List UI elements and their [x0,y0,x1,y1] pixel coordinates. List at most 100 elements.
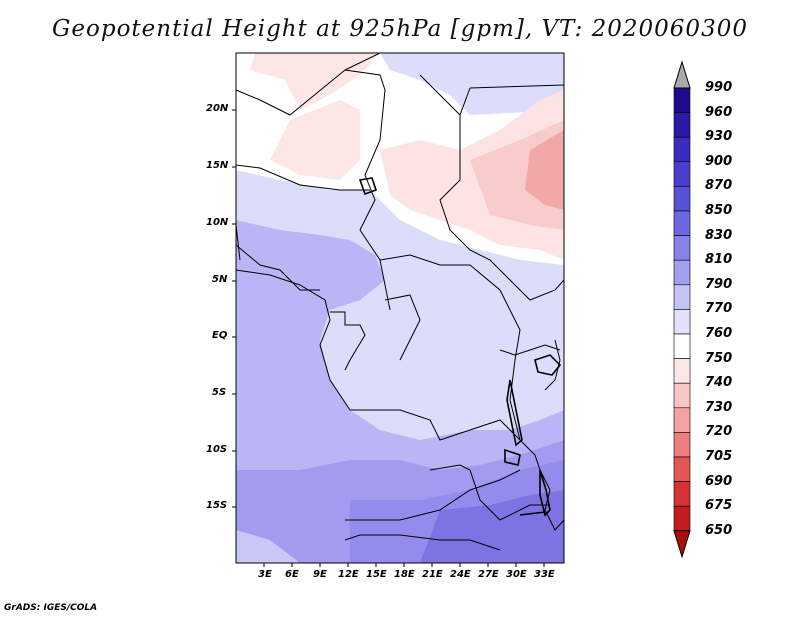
border-line [330,311,366,371]
border-line [236,244,320,291]
border-line [419,74,564,301]
border-line [544,339,561,391]
border-line [509,309,521,441]
field-red-east-dark [525,130,564,210]
colorbar-top-arrow [673,60,691,89]
colorbar-swatch [673,382,691,409]
colorbar-swatch [673,456,691,482]
colorbar-swatch [673,235,691,261]
colorbar-level-label: 705 [705,449,733,464]
border-line [350,409,521,441]
field-blue-sw [236,530,300,563]
border-line [379,254,511,311]
lon-label: 27E [478,569,499,580]
height-field [236,53,564,563]
lat-label: 5N [212,274,228,285]
colorbar-swatch [673,432,691,458]
border-line [459,87,471,116]
lake-victoria [534,354,562,376]
lat-label: EQ [212,330,228,341]
border-line [236,224,241,261]
colorbar-swatch [673,259,691,286]
colorbar-level-label: 850 [705,203,733,218]
colorbar-level-label: 675 [705,498,733,514]
colorbar-level-label: 960 [705,104,733,120]
colorbar [673,60,691,559]
colorbar-level-label: 830 [705,227,733,243]
colorbar-level-label: 750 [705,350,733,366]
field-blue-west-2 [236,260,360,310]
lon-label: 21E [422,569,443,580]
border-line [236,164,370,191]
lon-label: 3E [258,569,272,580]
lat-label: 10S [206,444,228,455]
border-line [344,534,501,551]
field-red-n [270,100,360,180]
lake-small [504,448,521,466]
border-line [429,464,550,521]
border-line [469,84,564,89]
lat-tick-marks [232,109,236,508]
credit-text: GrADS: IGES/COLA [4,603,98,613]
border-line [345,469,521,521]
colorbar-level-label: 990 [705,80,733,95]
field-blue-southeast [420,490,564,563]
colorbar-swatch [673,112,691,138]
colorbar-level-label: 900 [705,153,733,169]
lakes [358,177,562,517]
colorbar-bottom-arrow [673,530,691,559]
lake-chad [358,177,378,196]
colorbar-swatch [673,87,691,113]
lake-kariba [519,511,546,516]
lon-label: 6E [285,569,299,580]
colorbar-swatch [673,186,691,212]
country-borders [236,53,564,551]
colorbar-level-label: 720 [705,424,733,440]
border-line [384,294,421,361]
lon-tick-marks [263,563,545,567]
lon-label: 33E [534,569,555,580]
colorbar-level-label: 770 [705,301,733,317]
colorbar-swatch [673,481,691,507]
colorbar-swatch [673,333,691,359]
colorbar-swatch [673,358,691,384]
colorbar-level-label: 790 [705,276,733,292]
field-red-nw [250,53,380,110]
colorbar-swatch [673,505,691,532]
lat-label: 10N [206,217,229,228]
border-line [236,69,391,311]
colorbar-level-label: 930 [705,129,733,145]
lon-label: 18E [394,569,415,580]
lat-label: 5S [212,387,227,398]
field-blue-ne [380,53,564,115]
lat-label: 15N [206,160,229,171]
lake-tanganyika [506,379,523,447]
lake-malawi [539,469,551,517]
colorbar-level-label: 740 [705,375,733,391]
lon-label: 24E [450,569,471,580]
colorbar-level-label: 760 [705,326,733,341]
lon-label: 15E [366,569,387,580]
colorbar-level-label: 650 [705,522,733,538]
colorbar-level-label: 810 [705,252,733,268]
border-line [236,269,351,411]
colorbar-swatch [673,407,691,433]
colorbar-swatch [673,136,691,163]
map-frame [235,52,565,564]
lon-label: 9E [313,569,327,580]
border-line [344,53,381,71]
border-line [519,439,564,531]
chart-title: Geopotential Height at 925hPa [gpm], VT:… [52,16,748,42]
lon-label: 30E [506,569,527,580]
colorbar-swatch [673,161,691,187]
lat-label: 15S [206,500,228,511]
lat-label: 20N [206,103,229,114]
colorbar-level-label: 730 [705,399,733,415]
colorbar-level-label: 690 [705,473,733,489]
border-line [499,344,561,356]
lon-label: 12E [338,569,359,580]
colorbar-swatch [673,284,691,310]
colorbar-swatch [673,210,691,236]
colorbar-swatch [673,309,691,335]
